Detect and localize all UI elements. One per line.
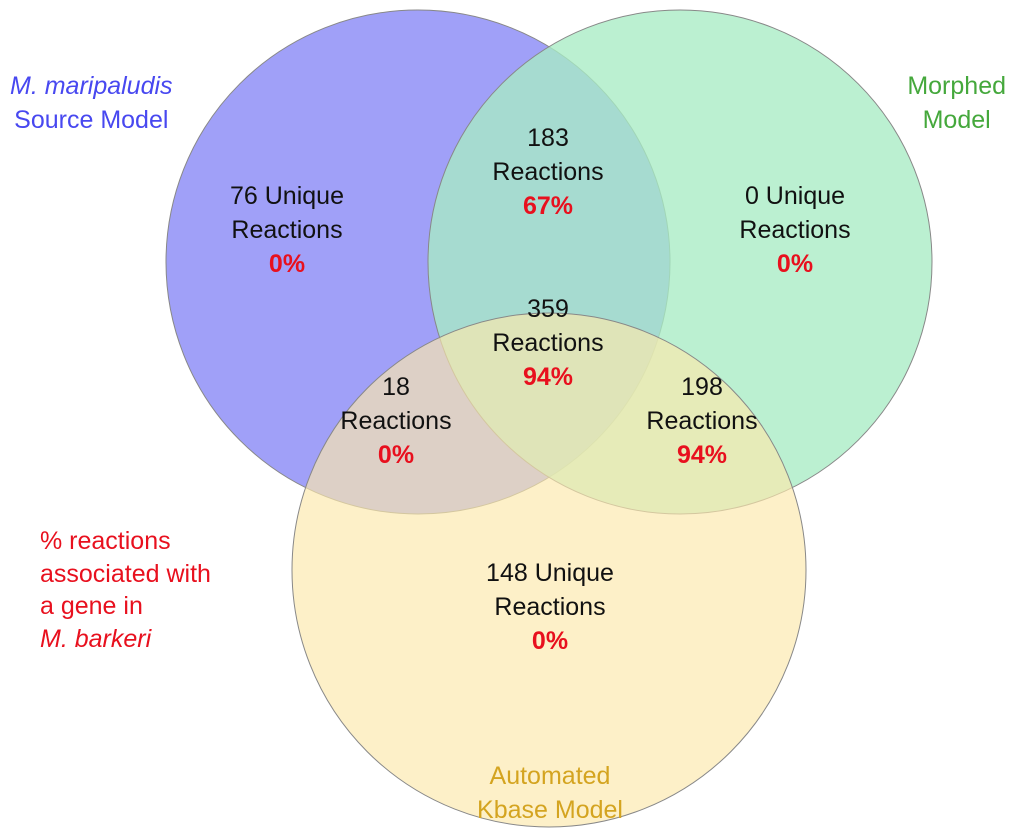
region-percent: 0%: [268, 249, 306, 278]
region-automated-only: 148 Unique Reactions 0%: [450, 557, 650, 658]
region-unit: Reactions: [646, 406, 758, 435]
note-line: associated with: [40, 559, 211, 588]
source-model-title: M. maripaludis Source Model: [10, 70, 173, 138]
region-count: 359: [527, 295, 569, 323]
region-source-automated: 18 Reactions 0%: [316, 371, 476, 472]
region-all-three: 359 Reactions 94%: [468, 293, 628, 394]
automated-model-circle: [291, 312, 807, 828]
region-percent: 0%: [377, 440, 415, 469]
region-count: 76 Unique: [230, 182, 344, 210]
percent-legend-note: % reactions associated with a gene in M.…: [40, 525, 211, 655]
region-unit: Reactions: [340, 406, 452, 435]
region-count: 0 Unique: [744, 182, 846, 210]
region-morphed-only: 0 Unique Reactions 0%: [715, 180, 875, 281]
region-count: 183: [527, 124, 569, 152]
automated-model-title-line1: Automated: [489, 762, 611, 790]
region-source-only: 76 Unique Reactions 0%: [207, 180, 367, 281]
note-organism: M. barkeri: [40, 624, 152, 653]
morphed-model-title-line2: Model: [922, 105, 991, 134]
region-source-morphed: 183 Reactions 67%: [468, 122, 628, 223]
region-percent: 0%: [776, 249, 814, 278]
region-morphed-automated: 198 Reactions 94%: [622, 371, 782, 472]
source-model-title-organism: M. maripaludis: [10, 72, 173, 100]
region-unit: Reactions: [492, 328, 604, 357]
automated-model-title-line2: Kbase Model: [477, 795, 623, 824]
note-line: % reactions: [40, 527, 171, 555]
region-count: 18: [382, 373, 410, 401]
source-model-title-name: Source Model: [14, 105, 169, 134]
morphed-model-title-line1: Morphed: [907, 72, 1006, 100]
region-percent: 67%: [522, 191, 574, 220]
region-count: 198: [681, 373, 723, 401]
region-percent: 94%: [522, 362, 574, 391]
automated-model-title: Automated Kbase Model: [470, 760, 630, 828]
region-percent: 94%: [676, 440, 728, 469]
region-percent: 0%: [531, 626, 569, 655]
morphed-model-title: Morphed Model: [907, 70, 1006, 138]
region-unit: Reactions: [494, 592, 606, 621]
region-unit: Reactions: [231, 215, 343, 244]
region-count: 148 Unique: [486, 559, 614, 587]
note-line: a gene in: [40, 592, 143, 620]
region-unit: Reactions: [739, 215, 851, 244]
region-unit: Reactions: [492, 157, 604, 186]
